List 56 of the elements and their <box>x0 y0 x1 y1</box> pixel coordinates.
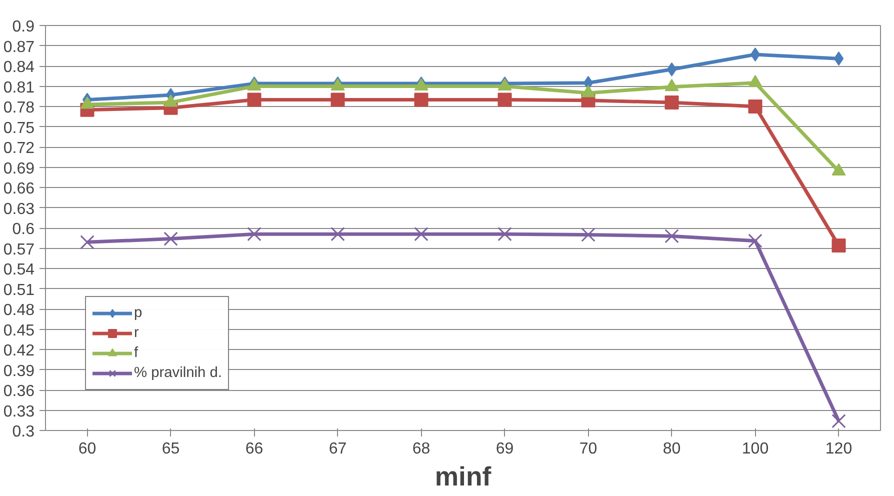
point <box>330 92 345 107</box>
x-tick-label: 60 <box>78 440 96 458</box>
y-tick-label: 0.9 <box>12 18 35 36</box>
legend-label: p <box>134 305 144 321</box>
point <box>498 226 512 242</box>
y-tick-label: 0.54 <box>3 262 35 278</box>
x-tick-label: 100 <box>742 440 769 458</box>
y-tick-label: 0.33 <box>3 403 35 420</box>
x-tick-label: 66 <box>245 440 264 458</box>
point <box>581 228 596 242</box>
y-tick-label: 0.36 <box>3 383 35 400</box>
point <box>164 232 178 246</box>
point <box>330 226 345 242</box>
point <box>750 48 760 62</box>
x-axis-title: minf <box>434 462 492 492</box>
y-tick-label: 0.84 <box>3 59 35 76</box>
point <box>498 92 512 107</box>
x-tick-label: 67 <box>328 440 347 458</box>
y-tick-label: 0.81 <box>3 79 35 96</box>
y-tick-label: 0.42 <box>3 342 35 360</box>
point <box>664 228 679 244</box>
y-tick-label: 0.69 <box>3 160 35 178</box>
y-tick-label: 0.66 <box>3 180 35 198</box>
legend-label: % pravilnih d. <box>134 365 222 381</box>
x-tick-label: 68 <box>412 440 430 458</box>
point <box>80 235 94 250</box>
point <box>832 238 846 253</box>
y-tick-label: 0.3 <box>12 424 35 440</box>
point <box>832 414 846 428</box>
y-tick-label: 0.39 <box>3 362 35 380</box>
x-tick-label: 65 <box>162 440 180 458</box>
x-tick-label: 69 <box>496 440 514 458</box>
point <box>414 92 428 107</box>
y-tick-label: 0.57 <box>3 241 35 258</box>
y-tick-label: 0.72 <box>3 140 35 157</box>
legend-label: f <box>134 345 140 361</box>
legend-label: r <box>134 325 140 341</box>
point <box>247 226 262 242</box>
y-tick-label: 0.51 <box>3 282 35 299</box>
point <box>666 62 677 76</box>
y-tick-label: 0.87 <box>3 38 35 56</box>
y-tick-label: 0.75 <box>3 120 35 137</box>
point <box>664 95 679 110</box>
point <box>414 226 428 242</box>
point <box>247 92 262 107</box>
y-tick-label: 0.48 <box>3 302 35 319</box>
y-tick-label: 0.78 <box>3 100 35 116</box>
point <box>748 234 762 248</box>
y-tick-label: 0.63 <box>3 200 35 218</box>
x-tick-label: 80 <box>662 440 681 458</box>
x-tick-label: 70 <box>579 440 598 458</box>
point <box>834 52 844 66</box>
point <box>748 100 762 114</box>
y-tick-label: 0.6 <box>12 221 35 238</box>
x-tick-label: 120 <box>825 440 852 458</box>
y-tick-label: 0.45 <box>3 322 35 340</box>
